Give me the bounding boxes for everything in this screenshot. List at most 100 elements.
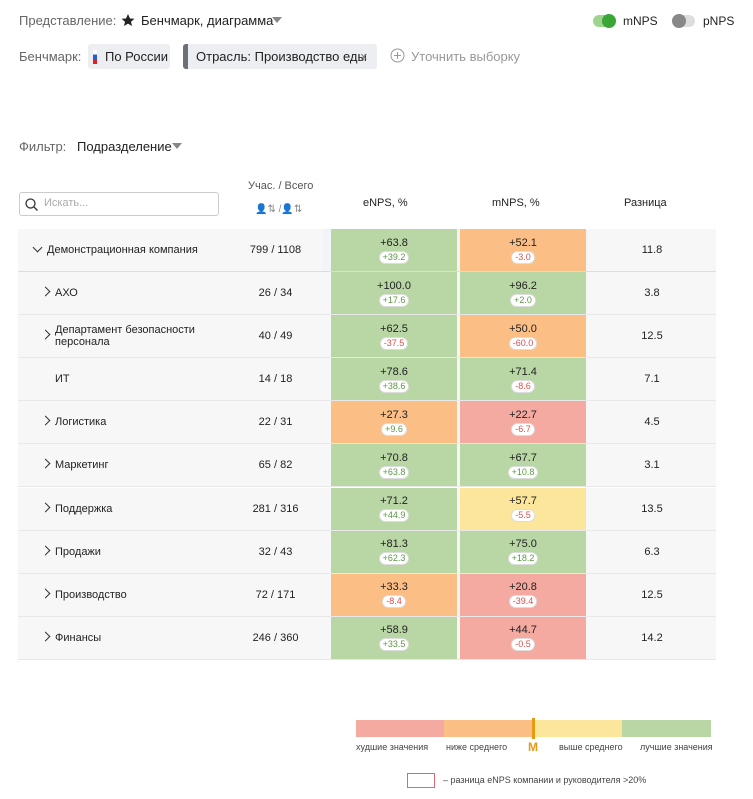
mnps-delta: -6.7: [511, 422, 535, 436]
column-header[interactable]: mNPS, %: [492, 197, 540, 209]
mnps-value: +20.8: [509, 581, 537, 594]
mnps-delta: +2.0: [510, 293, 536, 307]
chip-industry[interactable]: Отрасль: Производство еды ×: [183, 44, 377, 69]
count: 22 / 31: [258, 416, 293, 429]
chip-russia[interactable]: По России: [88, 44, 170, 69]
benchmark-label: Бенчмарк:: [19, 49, 82, 64]
enps-delta: +38.6: [378, 379, 410, 393]
count-cell: 65 / 82: [228, 444, 323, 487]
caret: [272, 17, 282, 23]
enps-value: +81.3: [380, 538, 408, 551]
mnps-cell: +67.7 +10.8: [460, 444, 586, 487]
row-name[interactable]: Продажи: [55, 545, 101, 558]
table-row: Маркетинг 65 / 82 +70.8 +63.8 +67.7 +10.8 3.1: [18, 444, 716, 488]
count-cell: 26 / 34: [228, 272, 323, 314]
enps-delta: -8.4: [382, 595, 406, 609]
name-cell: Логистика: [18, 401, 228, 444]
name-cell: ИТ: [18, 358, 228, 401]
diff-cell: 12.5: [588, 573, 716, 616]
toggle-switch[interactable]: [672, 14, 695, 28]
row-name[interactable]: Маркетинг: [55, 459, 109, 472]
row-name[interactable]: АХО: [55, 287, 78, 299]
diff: 6.3: [644, 545, 660, 558]
mnps-value: +75.0: [509, 538, 537, 551]
name-cell: Демонстрационная компания: [18, 229, 228, 271]
row-name[interactable]: Логистика: [55, 416, 107, 429]
count: 26 / 34: [258, 287, 293, 299]
mnps-value: +57.7: [509, 495, 537, 507]
enps-value: +27.3: [380, 408, 408, 421]
chip-text: Отрасль: Производство еды: [196, 49, 367, 64]
legend-label: худшие значения: [356, 742, 429, 752]
enps-value: +33.3: [380, 581, 408, 594]
enps-cell: +70.8 +63.8: [331, 444, 457, 487]
mnps-delta: -60.0: [508, 336, 538, 350]
diff: 3.8: [644, 287, 660, 299]
row-name[interactable]: Департамент безопасности персонала: [55, 324, 195, 349]
enps-cell: +62.5 -37.5: [331, 315, 457, 358]
column-header[interactable]: Разница: [624, 197, 667, 209]
mnps-value: +96.2: [509, 279, 537, 292]
row-name[interactable]: Поддержка: [55, 502, 113, 515]
refine-link[interactable]: Уточнить выборку: [411, 49, 521, 64]
diff-cell: 6.3: [588, 530, 716, 573]
toggle-switch[interactable]: [593, 14, 616, 28]
mnps-delta: +10.8: [507, 465, 539, 479]
legend-swatch: [444, 720, 533, 737]
count-cell: 246 / 360: [228, 616, 323, 659]
plus-icon[interactable]: [390, 48, 405, 63]
mnps-delta: -0.5: [511, 638, 535, 652]
enps-delta: +62.3: [378, 552, 410, 566]
diff-cell: 11.8: [588, 229, 716, 271]
diff: 7.1: [644, 373, 660, 386]
chip-stripe: [183, 44, 188, 69]
table-row: Логистика 22 / 31 +27.3 +9.6 +22.7 -6.7 4.5: [18, 401, 716, 445]
toggle-label: pNPS: [703, 14, 735, 28]
diff: 12.5: [641, 330, 663, 343]
mnps-delta: -3.0: [511, 250, 535, 264]
caret: [172, 143, 182, 149]
chip-close[interactable]: ×: [360, 49, 368, 64]
legend-swatch: [622, 720, 711, 737]
toggle-knob: [672, 14, 686, 28]
enps-value: +78.6: [380, 365, 408, 378]
mnps-cell: +96.2 +2.0: [460, 272, 586, 314]
name-cell: Финансы: [18, 616, 228, 659]
column-header[interactable]: eNPS, %: [363, 197, 408, 209]
diff: 11.8: [641, 244, 663, 256]
legend-swatch: [356, 720, 445, 737]
enps-value: +100.0: [377, 279, 411, 292]
count: 281 / 316: [252, 502, 299, 515]
enps-cell: +58.9 +33.5: [331, 616, 457, 659]
enps-delta: +39.2: [378, 250, 410, 264]
median-line: [532, 718, 535, 739]
row-name[interactable]: Производство: [55, 588, 127, 601]
diff-cell: 3.1: [588, 444, 716, 487]
row-name[interactable]: Финансы: [55, 631, 102, 644]
enps-delta: -37.5: [379, 336, 409, 350]
median-label: М: [528, 740, 538, 754]
mnps-value: +71.4: [509, 365, 537, 378]
name-cell: Маркетинг: [18, 444, 228, 487]
enps-delta: +33.5: [378, 638, 410, 652]
filter-dropdown[interactable]: Подразделение: [77, 139, 172, 154]
legend-label: ниже среднего: [446, 742, 508, 752]
toggle-knob: [602, 14, 616, 28]
search-box[interactable]: Искать...: [19, 192, 219, 216]
table-row: Демонстрационная компания 799 / 1108 +63.8…: [18, 229, 716, 273]
row-name[interactable]: Демонстрационная компания: [47, 244, 198, 256]
diff-cell: 13.5: [588, 487, 716, 530]
mnps-value: +52.1: [509, 236, 537, 249]
table-row: ИТ 14 / 18 +78.6 +38.6 +71.4 -8.6 7.1: [18, 358, 716, 402]
view-dropdown[interactable]: Бенчмарк, диаграмма: [141, 13, 274, 28]
count-cell: 799 / 1108: [228, 229, 323, 271]
mnps-cell: +57.7 -5.5: [460, 487, 586, 530]
table-row: АХО 26 / 34 +100.0 +17.6 +96.2 +2.0 3.8: [18, 272, 716, 315]
count: 65 / 82: [258, 459, 293, 472]
column-header[interactable]: Учас. / Всего: [248, 180, 314, 192]
row-name[interactable]: ИТ: [55, 373, 70, 386]
count-cell: 72 / 171: [228, 573, 323, 616]
diff-cell: 14.2: [588, 616, 716, 659]
enps-cell: +33.3 -8.4: [331, 573, 457, 616]
enps-cell: +78.6 +38.6: [331, 358, 457, 401]
